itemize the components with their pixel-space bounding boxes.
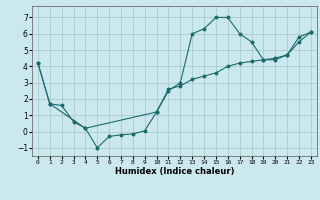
X-axis label: Humidex (Indice chaleur): Humidex (Indice chaleur) — [115, 167, 234, 176]
